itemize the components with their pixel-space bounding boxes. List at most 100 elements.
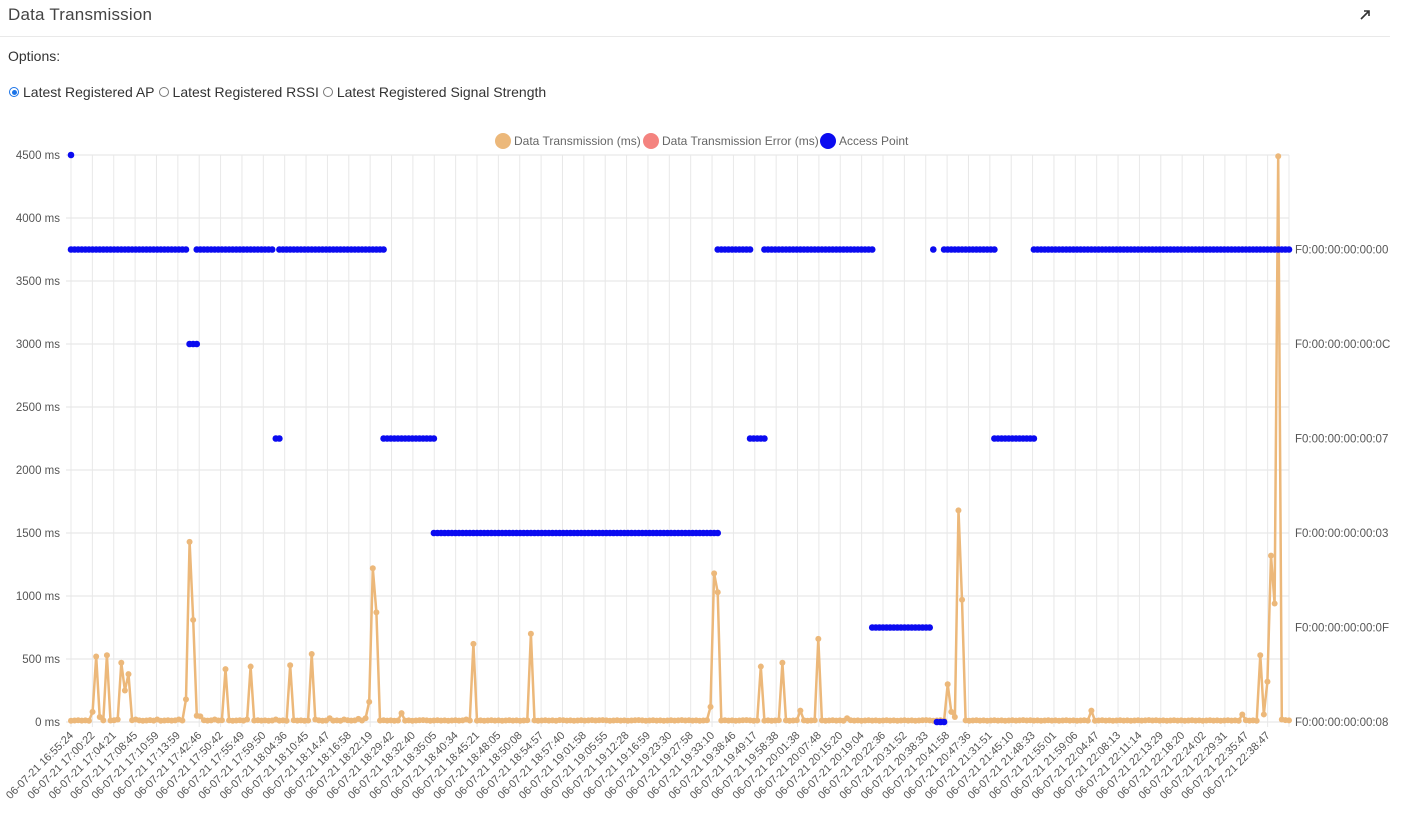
transmission-point	[369, 565, 376, 572]
y-tick-label: 1500 ms	[16, 528, 60, 540]
transmission-point	[1084, 717, 1091, 724]
data-transmission-chart: Data Transmission (ms) Data Transmission …	[4, 133, 1390, 802]
y-tick-label: 3500 ms	[16, 276, 60, 288]
transmission-point	[955, 507, 962, 514]
access-point-point	[268, 246, 276, 253]
transmission-point	[703, 717, 710, 724]
access-point-point	[761, 435, 768, 442]
transmission-point	[1088, 707, 1095, 714]
transmission-point	[366, 698, 373, 705]
transmission-point	[1260, 711, 1267, 718]
transmission-point	[1264, 678, 1271, 685]
y2-tick-label: F0:00:00:00:00:0F	[1295, 623, 1389, 635]
transmission-point	[754, 717, 761, 724]
y-tick-label: 500 ms	[22, 654, 60, 666]
y-tick-label: 4500 ms	[16, 150, 60, 162]
transmission-point	[815, 635, 822, 642]
y-tick-label: 0 ms	[35, 717, 60, 729]
transmission-point	[244, 716, 251, 723]
transmission-point	[797, 707, 804, 714]
access-point-point	[714, 529, 722, 537]
access-point-point	[991, 246, 998, 253]
access-point-point	[193, 340, 201, 348]
radio-button[interactable]	[9, 87, 19, 97]
radio-button[interactable]	[322, 87, 333, 97]
transmission-point	[959, 596, 966, 603]
y2-tick-label: F0:00:00:00:00:0C	[1295, 339, 1390, 351]
transmission-point	[93, 653, 100, 660]
access-point-point	[276, 435, 283, 442]
transmission-point	[466, 717, 473, 724]
transmission-point	[125, 671, 132, 678]
transmission-point	[757, 663, 764, 670]
transmission-point	[1257, 652, 1264, 659]
radio-latest-rssi[interactable]: Latest Registered RSSI	[156, 84, 320, 100]
transmission-point	[305, 717, 312, 724]
chart-legend: Data Transmission (ms) Data Transmission …	[495, 133, 909, 149]
y2-tick-label: F0:00:00:00:00:07	[1295, 434, 1388, 446]
transmission-point	[308, 650, 315, 657]
y-tick-label: 2000 ms	[16, 465, 60, 477]
access-point-point	[430, 435, 438, 442]
transmission-point	[373, 609, 380, 616]
radio-group: Latest Registered AP Latest Registered R…	[6, 84, 547, 100]
transmission-point	[283, 717, 290, 724]
radio-button[interactable]	[158, 87, 169, 97]
transmission-point	[197, 713, 204, 720]
y2-tick-label: F0:00:00:00:00:00	[1295, 245, 1388, 257]
transmission-point	[398, 710, 405, 717]
transmission-point	[103, 652, 110, 659]
chart-grid: 0 ms 500 ms 1000 ms 1500 ms 2000 ms 2500 ms 30…	[16, 150, 1290, 729]
radio-latest-ap[interactable]: Latest Registered AP	[6, 84, 156, 100]
radio-label: Latest Registered RSSI	[172, 84, 319, 100]
access-point-point	[380, 246, 387, 253]
transmission-point	[1235, 717, 1242, 724]
transmission-point	[247, 663, 254, 670]
y-tick-label: 3000 ms	[16, 339, 60, 351]
legend-transmission-marker	[495, 133, 511, 149]
y2-tick-label: F0:00:00:00:00:03	[1295, 528, 1388, 540]
access-point-point	[940, 718, 948, 726]
transmission-point	[287, 662, 294, 669]
transmission-point	[89, 708, 96, 715]
expand-icon[interactable]	[1358, 8, 1372, 22]
transmission-point	[775, 717, 782, 724]
options-label: Options:	[8, 48, 61, 64]
transmission-point	[1275, 153, 1282, 160]
transmission-point	[121, 687, 128, 694]
transmission-point	[1239, 711, 1246, 718]
transmission-point	[190, 616, 197, 623]
transmission-point	[951, 713, 958, 720]
transmission-points	[68, 153, 1292, 724]
transmission-point	[811, 717, 818, 724]
access-point-point	[1030, 435, 1038, 442]
legend-transmission-label: Data Transmission (ms)	[514, 134, 641, 148]
transmission-point	[1271, 600, 1278, 607]
transmission-point	[707, 703, 714, 710]
transmission-point	[100, 717, 107, 724]
transmission-point	[1286, 717, 1292, 724]
access-point-points	[67, 151, 1293, 726]
transmission-point	[524, 717, 531, 724]
access-point-point	[746, 246, 754, 253]
access-point-point	[1285, 246, 1293, 253]
access-point-point	[926, 624, 934, 631]
access-point-point	[67, 151, 75, 159]
transmission-point	[793, 717, 800, 724]
transmission-point	[85, 717, 92, 724]
transmission-point	[779, 659, 786, 666]
legend-transmission-error-label: Data Transmission Error (ms)	[662, 134, 819, 148]
panel-title: Data Transmission	[8, 5, 153, 24]
panel-header: Data Transmission	[0, 0, 1390, 37]
transmission-point	[470, 640, 477, 647]
access-point-point	[930, 246, 937, 253]
transmission-point	[118, 659, 125, 666]
transmission-point	[114, 716, 121, 723]
legend-transmission-error-marker	[643, 133, 659, 149]
transmission-point	[948, 708, 955, 715]
transmission-point	[714, 589, 721, 596]
transmission-point	[186, 538, 193, 545]
radio-latest-signal-strength[interactable]: Latest Registered Signal Strength	[320, 84, 547, 100]
y-tick-label: 2500 ms	[16, 402, 60, 414]
radio-label: Latest Registered AP	[23, 84, 155, 100]
